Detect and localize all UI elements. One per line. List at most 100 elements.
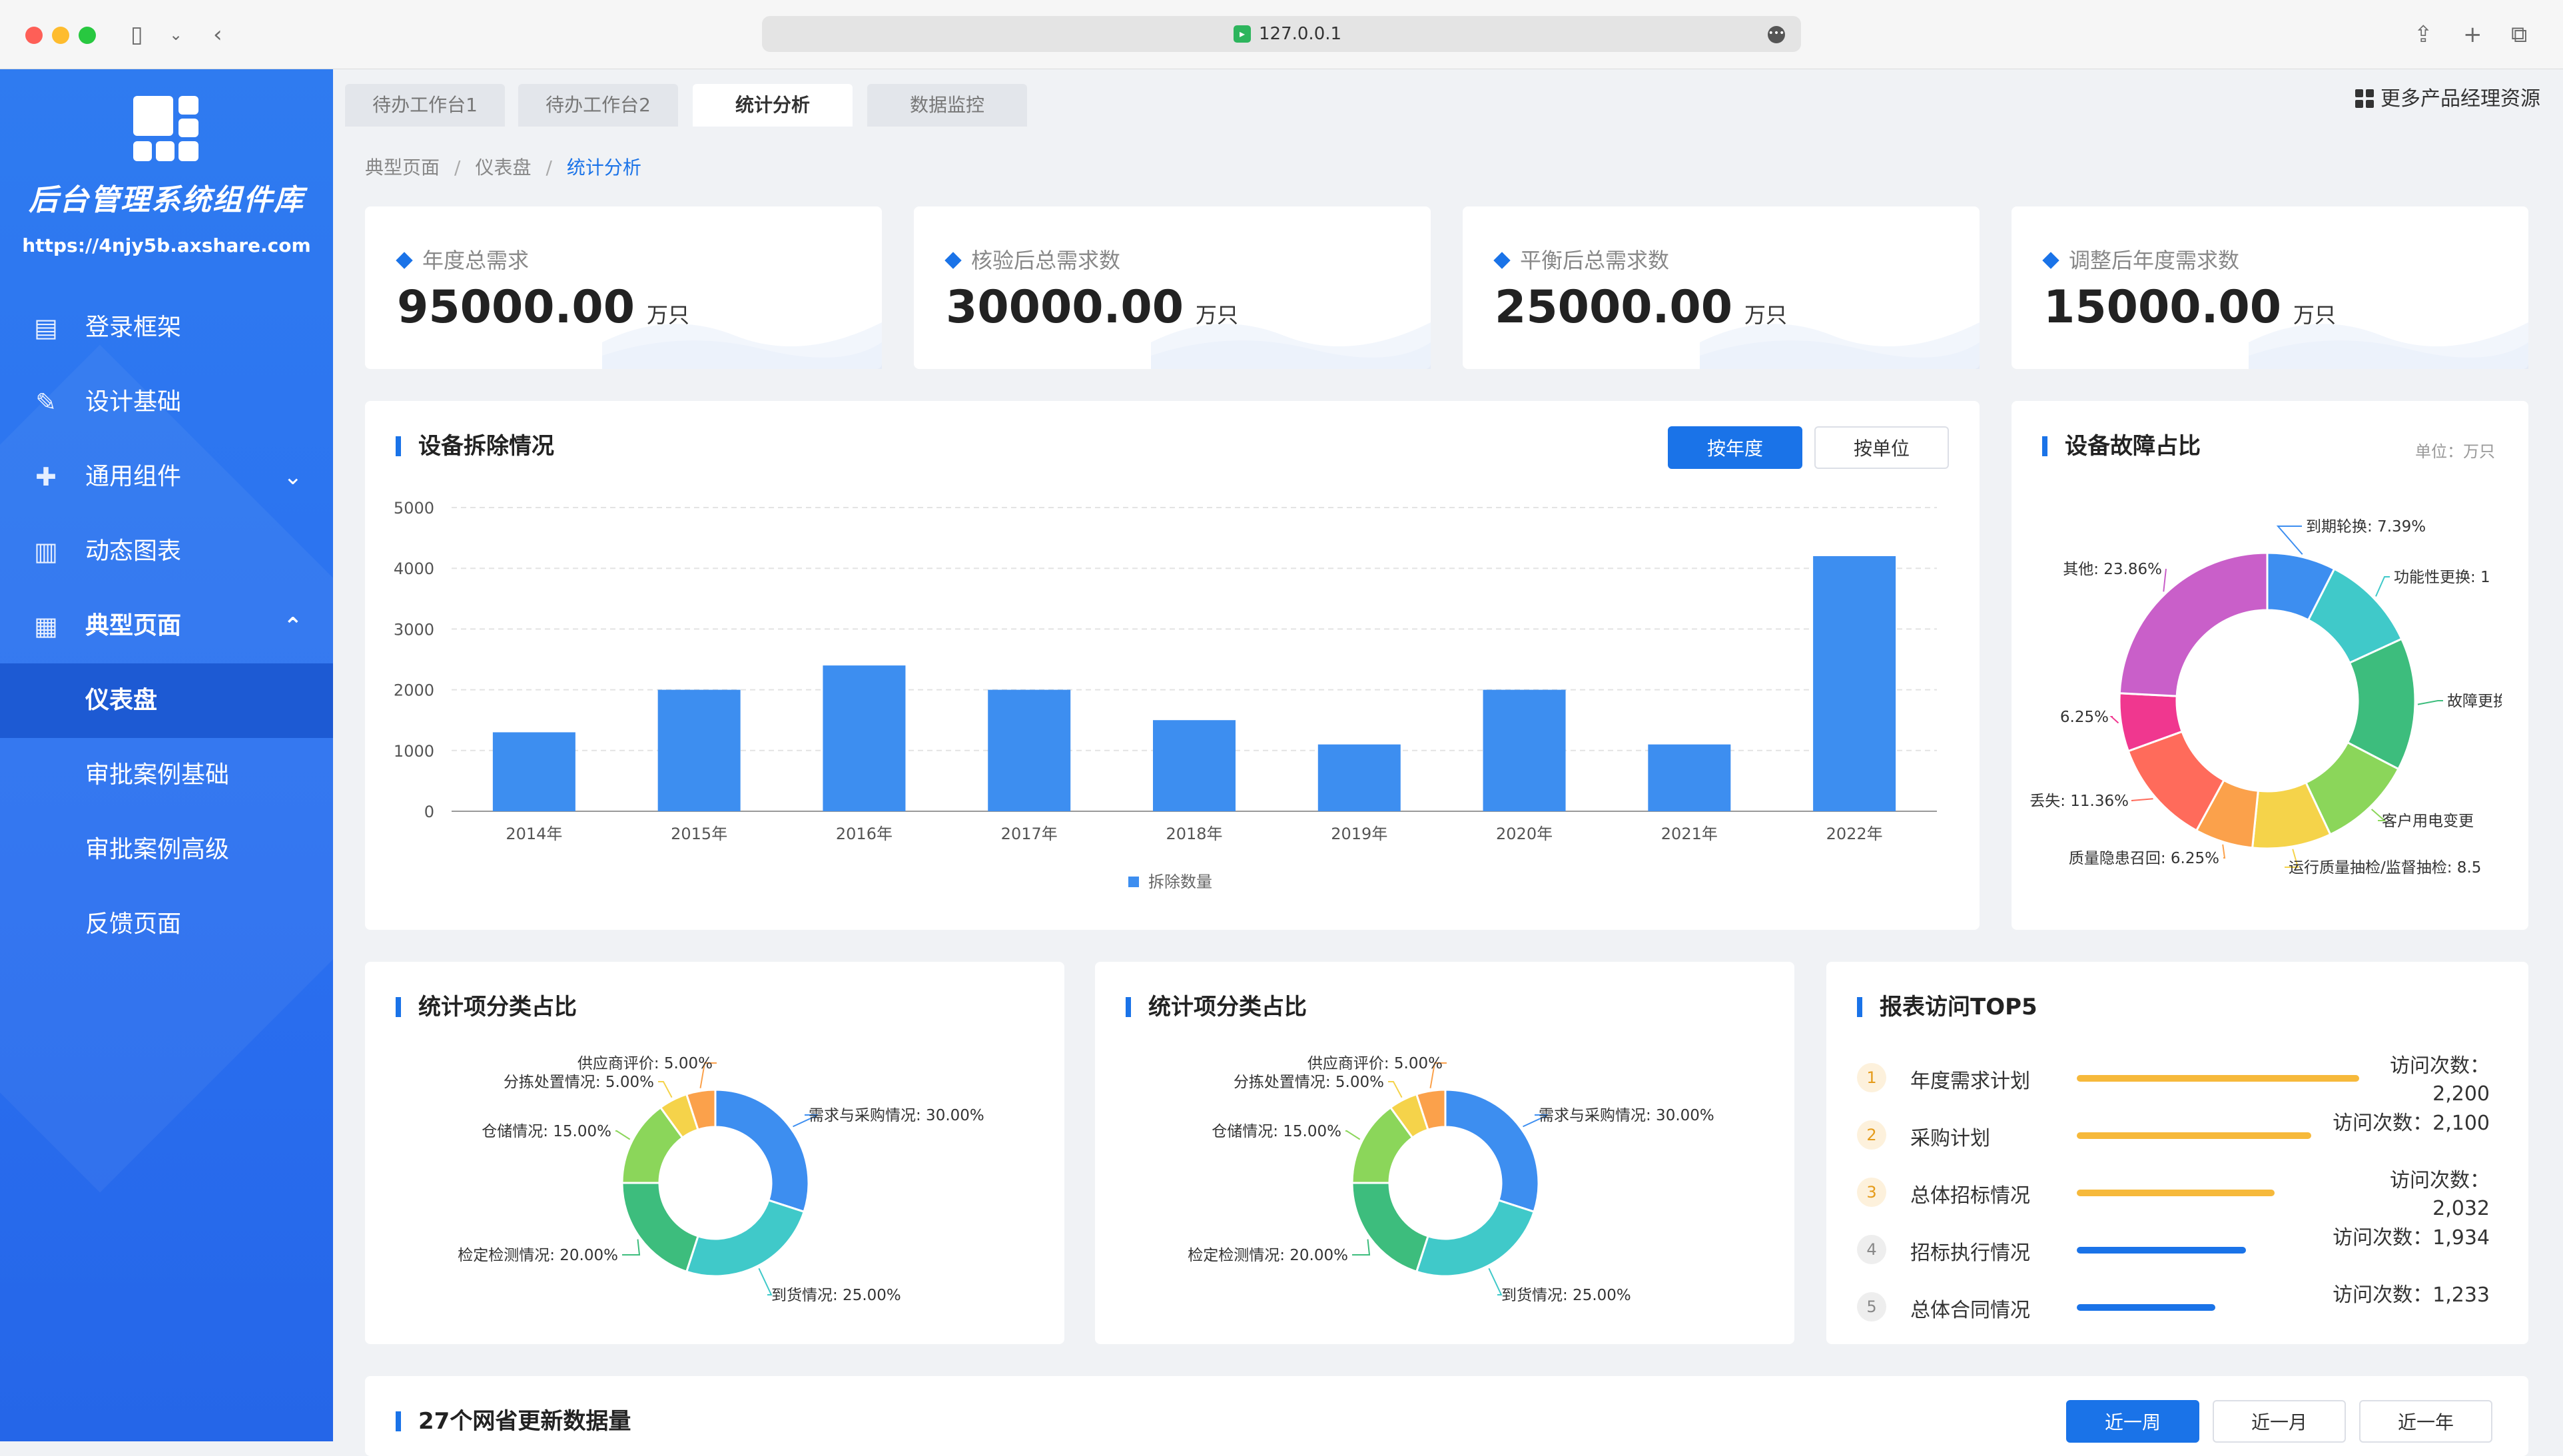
last-month-button[interactable]: 近一月 — [2213, 1400, 2346, 1443]
slice-label: 供应商评价: 5.00% — [1307, 1055, 1443, 1072]
sidebar-subitem-approval-advanced[interactable]: 审批案例高级 — [0, 813, 333, 887]
slice-label: 供应商评价: 5.00% — [577, 1055, 713, 1072]
kpi-card-verified-demand: 核验后总需求数 30000.00 万只 — [914, 206, 1431, 369]
visit-count-value: 2,200 — [2432, 1082, 2490, 1106]
new-tab-icon[interactable]: + — [2463, 21, 2482, 48]
breadcrumb-item[interactable]: 仪表盘 — [475, 157, 532, 179]
category-chart-title: 统计项分类占比 — [396, 992, 577, 1022]
more-resources-link[interactable]: 更多产品经理资源 — [2355, 83, 2540, 116]
diamond-icon — [396, 252, 413, 269]
chevron-down-icon[interactable]: ⌄ — [169, 25, 183, 44]
tab-todo-2[interactable]: 待办工作台2 — [518, 84, 678, 127]
puzzle-icon: ✚ — [35, 462, 57, 492]
close-window-button[interactable] — [25, 27, 43, 44]
bar[interactable] — [823, 665, 906, 811]
label-leader-line — [2222, 844, 2226, 859]
by-unit-button[interactable]: 按单位 — [1814, 426, 1949, 469]
address-bar[interactable]: ▸ 127.0.0.1 ••• — [762, 16, 1801, 52]
kpi-card-adjusted-demand: 调整后年度需求数 15000.00 万只 — [2012, 206, 2528, 369]
donut-slice[interactable] — [1351, 1182, 1429, 1274]
bar[interactable] — [1483, 689, 1566, 811]
kpi-label-text: 核验后总需求数 — [971, 248, 1121, 273]
bar[interactable] — [1648, 744, 1731, 811]
top5-row[interactable]: 5 总体合同情况 访问次数：1,233 — [1857, 1277, 2490, 1335]
sidebar-item-design-basics[interactable]: ✎ 设计基础 — [0, 365, 333, 440]
donut-slice[interactable] — [714, 1088, 810, 1214]
y-tick-label: 4000 — [394, 559, 434, 578]
top5-row[interactable]: 2 采购计划 访问次数：2,100 — [1857, 1106, 2490, 1163]
minimize-window-button[interactable] — [52, 27, 69, 44]
label-leader-line — [1488, 1268, 1503, 1295]
donut-slice[interactable] — [621, 1182, 699, 1274]
sidebar-item-login-frame[interactable]: ▤ 登录框架 — [0, 290, 333, 365]
rank-badge: 4 — [1857, 1235, 1886, 1264]
bar[interactable] — [492, 732, 575, 811]
rank-badge: 5 — [1857, 1292, 1886, 1321]
report-name: 招标执行情况 — [1910, 1242, 2030, 1265]
donut-slice[interactable] — [2118, 551, 2269, 697]
diamond-icon — [1493, 252, 1511, 269]
tab-data-monitor[interactable]: 数据监控 — [867, 84, 1027, 127]
donut-slice[interactable] — [685, 1088, 717, 1132]
category-donut-chart-2: 需求与采购情况: 30.00% 到货情况: 25.00% 检定检测情况: 20.00… — [1188, 1055, 1714, 1304]
share-icon[interactable]: ⇪ — [2414, 21, 2433, 48]
donut-slice[interactable] — [1415, 1199, 1536, 1277]
chevron-up-icon: ⌃ — [283, 613, 303, 639]
rank-badge: 3 — [1857, 1178, 1886, 1207]
slice-label: 分拣处置情况: 5.00% — [504, 1074, 654, 1091]
brand-url[interactable]: https://4njy5b.axshare.com — [22, 234, 311, 256]
x-tick-label: 2019年 — [1331, 825, 1387, 843]
kpi-value-number: 25000.00 — [1495, 281, 1733, 334]
top5-row[interactable]: 4 招标执行情况 访问次数：1,934 — [1857, 1220, 2490, 1277]
removal-chart-title: 设备拆除情况 — [396, 432, 554, 461]
sidebar-subitem-approval-basic[interactable]: 审批案例基础 — [0, 738, 333, 813]
last-year-button[interactable]: 近一年 — [2359, 1400, 2492, 1443]
tab-statistics[interactable]: 统计分析 — [693, 84, 853, 127]
visit-count: 访问次数： 2,200 — [2317, 1052, 2490, 1108]
bar[interactable] — [1153, 720, 1236, 811]
bar[interactable] — [1813, 555, 1896, 811]
visit-count-value: 2,032 — [2432, 1197, 2490, 1220]
sidebar-item-common-components[interactable]: ✚ 通用组件 ⌄ — [0, 440, 333, 514]
donut-slice[interactable] — [685, 1199, 806, 1277]
by-year-button[interactable]: 按年度 — [1668, 426, 1802, 469]
sidebar-item-typical-pages[interactable]: ▦ 典型页面 ⌃ — [0, 589, 333, 663]
last-week-button[interactable]: 近一周 — [2066, 1400, 2199, 1443]
kpi-value-number: 15000.00 — [2043, 281, 2282, 334]
bar[interactable] — [988, 689, 1071, 811]
label-leader-line — [793, 1114, 819, 1128]
sidebar-item-label: 设计基础 — [85, 388, 182, 416]
sidebar-subitem-dashboard[interactable]: 仪表盘 — [0, 663, 333, 738]
legend-swatch — [1128, 877, 1139, 887]
sidebar-toggle-icon[interactable]: ▯ — [131, 21, 143, 48]
page-icon: ▦ — [34, 611, 58, 641]
y-tick-label: 5000 — [394, 499, 434, 518]
tab-overview-icon[interactable]: ⧉ — [2511, 21, 2528, 48]
sidebar-subitem-feedback[interactable]: 反馈页面 — [0, 887, 333, 962]
x-tick-label: 2020年 — [1496, 825, 1553, 843]
breadcrumb-item[interactable]: 典型页面 — [365, 157, 440, 179]
report-name: 采购计划 — [1910, 1127, 1990, 1150]
page-tabs: 待办工作台1 待办工作台2 统计分析 数据监控 更多产品经理资源 — [333, 69, 2563, 127]
bar[interactable] — [1317, 744, 1401, 811]
y-tick-label: 1000 — [394, 742, 434, 761]
kpi-label-text: 年度总需求 — [422, 248, 530, 273]
more-options-icon[interactable]: ••• — [1768, 26, 1785, 43]
bar[interactable] — [657, 689, 741, 811]
y-tick-label: 2000 — [394, 681, 434, 700]
tab-todo-1[interactable]: 待办工作台1 — [345, 84, 505, 127]
sidebar-subitem-label: 反馈页面 — [85, 910, 182, 938]
kpi-unit: 万只 — [1744, 302, 1788, 328]
zoom-window-button[interactable] — [79, 27, 96, 44]
visit-count-label: 访问次数： — [2390, 1054, 2490, 1078]
sidebar-subitem-label: 仪表盘 — [85, 687, 158, 714]
donut-slice[interactable] — [1444, 1088, 1540, 1214]
top5-row[interactable]: 1 年度需求计划 访问次数： 2,200 — [1857, 1048, 2490, 1106]
slice-label: 仓储情况: 15.00% — [1212, 1123, 1341, 1140]
back-arrow-icon[interactable]: ‹ — [213, 21, 222, 48]
donut-slice[interactable] — [1415, 1088, 1447, 1132]
browser-toolbar: ▯ ⌄ ‹ ▸ 127.0.0.1 ••• ⇪ + ⧉ — [0, 0, 2563, 69]
top5-row[interactable]: 3 总体招标情况 访问次数： 2,032 — [1857, 1163, 2490, 1220]
sidebar-item-dynamic-charts[interactable]: ▥ 动态图表 — [0, 514, 333, 589]
legend-label[interactable]: 拆除数量 — [1148, 873, 1212, 891]
